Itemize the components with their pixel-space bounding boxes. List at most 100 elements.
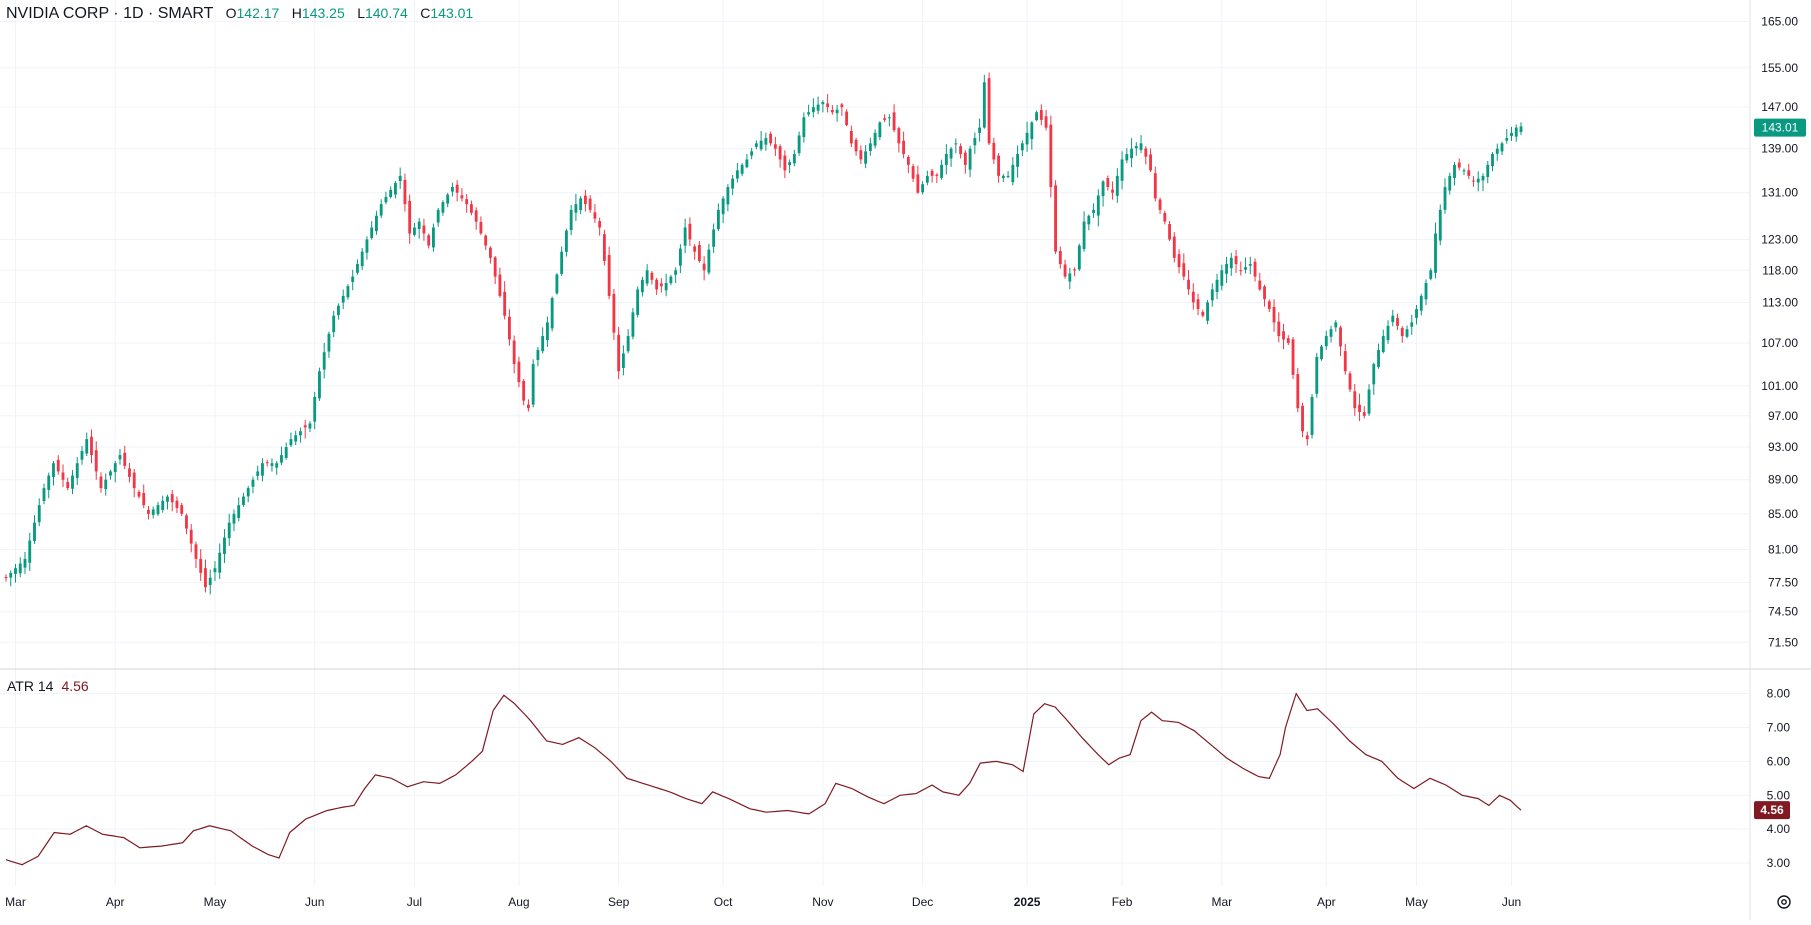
candle-body [579, 198, 583, 211]
candle-body [612, 294, 616, 333]
candle-body [1324, 336, 1328, 347]
time-tick-label: May [1405, 895, 1428, 909]
candle-body [564, 230, 568, 252]
candle-body [830, 109, 834, 113]
candle-body [251, 479, 255, 487]
candle-body [1296, 374, 1300, 409]
price-tick-label: 165.00 [1761, 14, 1798, 28]
candle-body [1011, 164, 1015, 183]
candle-body [299, 431, 302, 436]
candle-body [1343, 351, 1347, 372]
candle-body [683, 227, 687, 246]
candle-body [137, 491, 141, 497]
candle-body [284, 447, 288, 458]
candle-body [341, 295, 345, 303]
candle-body [132, 472, 136, 489]
price-tick-label: 71.50 [1768, 635, 1798, 649]
candle-body [816, 104, 820, 111]
candle-body [1025, 132, 1029, 145]
candle-body [664, 282, 668, 291]
time-tick-label: Jul [407, 895, 422, 909]
symbol-title[interactable]: NVIDIA CORP · 1D · SMART [6, 5, 214, 22]
last-value-labels: 143.01 4.56 [1754, 118, 1806, 820]
time-tick-label: Mar [1211, 895, 1232, 909]
candle-body [650, 272, 654, 280]
candle-body [987, 78, 991, 144]
candle-body [911, 166, 915, 179]
candle-body [1130, 148, 1133, 159]
atr-line [5, 692, 1522, 866]
candle-body [1001, 175, 1005, 179]
candle-body [807, 112, 811, 115]
candle-body [294, 435, 298, 442]
price-axis[interactable]: 165.00 155.00 147.00 139.00 131.00 123.00 118.… [1761, 14, 1798, 649]
candle-body [726, 187, 730, 205]
candle-body [1201, 312, 1205, 316]
candle-body [142, 493, 146, 506]
candle-body [598, 221, 602, 228]
candle-body [1386, 325, 1390, 341]
candle-body [1234, 256, 1238, 265]
candle-body [1248, 264, 1252, 266]
candle-body [408, 200, 412, 234]
price-grid [0, 0, 1750, 886]
candle-body [71, 475, 74, 489]
candle-body [1400, 327, 1404, 337]
candle-body [109, 471, 112, 476]
gear-icon[interactable] [1777, 895, 1791, 909]
candle-body [631, 312, 635, 337]
candle-body [1438, 209, 1442, 241]
price-tick-label: 131.00 [1761, 186, 1798, 200]
candle-body [1115, 175, 1119, 196]
candle-body [446, 194, 450, 204]
candle-body [859, 150, 863, 160]
candle-body [1348, 373, 1352, 390]
candle-body [1419, 295, 1423, 311]
price-tick-label: 118.00 [1762, 263, 1798, 277]
candle-body [792, 154, 796, 164]
candle-body [493, 257, 497, 277]
candle-body [1016, 154, 1020, 167]
atr-axis[interactable]: 8.00 7.00 6.00 5.00 4.00 3.00 [1767, 687, 1791, 870]
candle-body [1415, 309, 1418, 318]
candle-body [161, 500, 165, 510]
candle-body [1187, 279, 1190, 290]
candle-body [659, 283, 663, 287]
candle-body [80, 451, 84, 460]
candle-body [460, 195, 464, 199]
candle-body [1519, 126, 1523, 132]
candle-body [1134, 146, 1138, 149]
atr-tick-label: 4.00 [1767, 822, 1791, 836]
candle-body [697, 244, 701, 261]
candle-body [821, 102, 825, 105]
candle-body [897, 128, 901, 144]
candle-body [1405, 329, 1409, 337]
candle-body [954, 143, 958, 145]
candle-body [1253, 261, 1257, 277]
time-tick-label: Jun [305, 895, 324, 909]
chart-legend: NVIDIA CORP · 1D · SMART O142.17 H143.25… [6, 5, 473, 23]
candle-body [745, 159, 749, 168]
candle-body [85, 439, 89, 454]
time-axis[interactable]: Mar Apr May Jun Jul Aug Sep Oct Nov Dec 2025 Feb Mar… [5, 895, 1521, 909]
candle-body [66, 481, 70, 489]
candle-body [465, 199, 469, 205]
atr-tick-label: 3.00 [1767, 856, 1791, 870]
candle-body [1073, 269, 1076, 271]
candle-body [602, 234, 606, 261]
candle-body [764, 138, 768, 145]
candle-body [42, 488, 46, 502]
indicator-name[interactable]: ATR 14 [7, 678, 54, 694]
price-tick-label: 123.00 [1761, 232, 1798, 246]
candle-body [242, 496, 245, 505]
candle-body [536, 349, 540, 361]
candle-body [1291, 339, 1295, 375]
candle-body [455, 184, 459, 193]
candle-body [1286, 338, 1290, 343]
atr-last-badge [1754, 801, 1790, 820]
price-tick-label: 81.00 [1768, 543, 1798, 557]
candle-body [716, 209, 720, 230]
candle-body [265, 462, 269, 464]
candle-body [621, 353, 625, 368]
